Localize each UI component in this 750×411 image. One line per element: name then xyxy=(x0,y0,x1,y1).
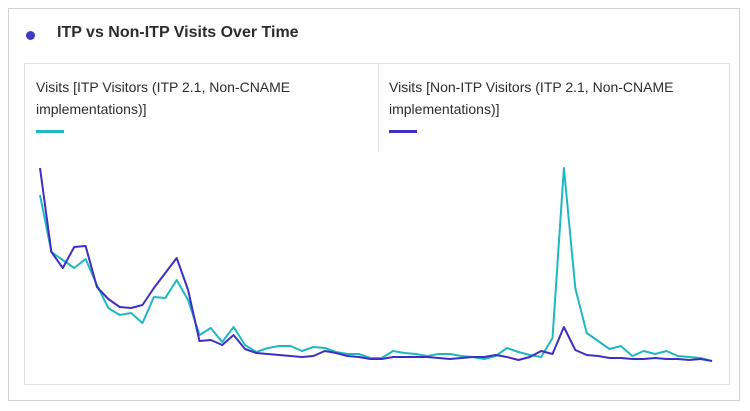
card: ITP vs Non-ITP Visits Over Time Visits [… xyxy=(8,8,740,401)
title-dot xyxy=(26,31,35,40)
legend-label: Visits [Non-ITP Visitors (ITP 2.1, Non-C… xyxy=(389,79,674,117)
chart-panel: Visits [ITP Visitors (ITP 2.1, Non-CNAME… xyxy=(24,63,730,385)
series-line xyxy=(39,167,713,362)
series-line xyxy=(39,167,713,362)
legend-label: Visits [ITP Visitors (ITP 2.1, Non-CNAME… xyxy=(36,79,291,117)
legend-swatch xyxy=(36,130,64,133)
chart-title: ITP vs Non-ITP Visits Over Time xyxy=(57,24,299,41)
divider xyxy=(378,64,379,152)
legend-swatch xyxy=(389,130,417,133)
